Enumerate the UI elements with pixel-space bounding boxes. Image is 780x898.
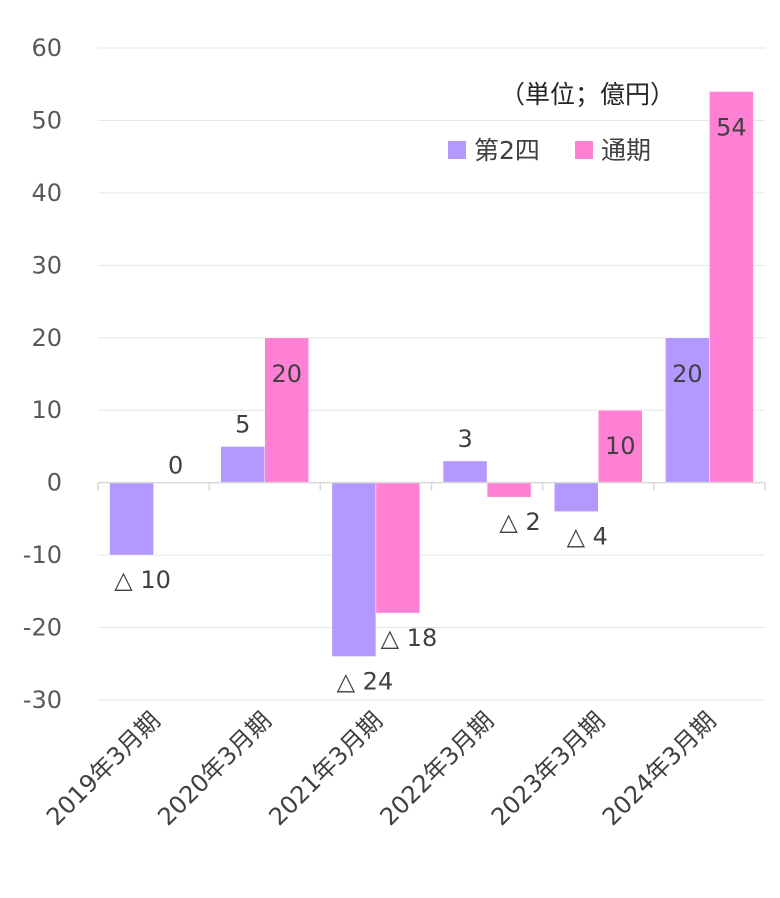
data-label: △ 18 [381,624,438,652]
unit-label: （単位；億円） [500,80,675,109]
x-tick-label: 2022年3月期 [375,706,500,831]
gridlines [98,47,765,701]
y-tick-label: 30 [31,251,62,279]
bars [109,91,754,657]
data-label: 20 [672,360,703,388]
legend-label-series-2: 通期 [601,136,651,165]
bar [486,482,532,498]
data-label: 10 [605,432,636,460]
y-tick-label: -30 [23,686,62,714]
data-label: 54 [716,113,747,141]
x-tick-label: 2021年3月期 [263,706,388,831]
data-label: 3 [457,425,472,453]
y-tick-label: 60 [31,34,62,62]
x-tick-label: 2019年3月期 [41,706,166,831]
y-axis-ticks: 60 50 40 30 20 10 0 -10 -20 -30 [23,34,62,714]
x-tick-label: 2023年3月期 [486,706,611,831]
bar [554,482,599,512]
x-axis [97,481,766,491]
bar [442,460,488,483]
data-label: 20 [271,360,302,388]
data-label: 0 [168,452,183,480]
bar [220,446,265,483]
bar [709,91,754,483]
y-tick-label: -20 [23,614,62,642]
x-tick-label: 2024年3月期 [597,706,722,831]
legend-label-series-1: 第2四 [474,136,540,165]
y-tick-label: 0 [47,469,62,497]
data-labels: △ 10 5 △ 24 3 △ 4 20 0 20 △ 18 △ 2 10 54 [114,113,746,695]
data-label: △ 24 [337,668,394,696]
bar [331,482,377,657]
y-tick-label: 20 [31,324,62,352]
legend-swatch-series-2 [575,141,593,159]
data-label: 5 [235,410,250,438]
y-tick-label: 10 [31,396,62,424]
data-label: △ 10 [114,566,171,594]
bar [109,482,154,556]
data-label: △ 2 [499,508,540,536]
y-tick-label: 50 [31,106,62,134]
x-axis-ticks: 2019年3月期2020年3月期2021年3月期2022年3月期2023年3月期… [41,706,722,831]
x-tick-label: 2020年3月期 [152,706,277,831]
y-tick-label: -10 [23,541,62,569]
legend-swatch-series-1 [448,141,466,159]
legend: 第2四 通期 [448,136,651,165]
data-label: △ 4 [567,523,608,551]
y-tick-label: 40 [31,179,62,207]
bar [375,482,421,614]
